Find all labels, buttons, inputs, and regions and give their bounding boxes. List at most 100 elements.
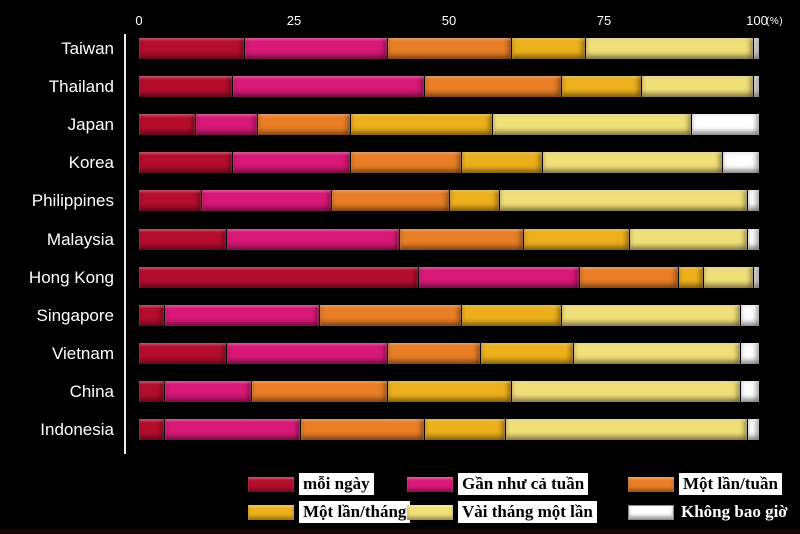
bar-segment-1 xyxy=(163,419,301,440)
stacked-bar xyxy=(139,114,759,135)
axis-unit-label: (%) xyxy=(766,16,784,27)
bar-segment-1 xyxy=(163,305,319,326)
bar-segment-0 xyxy=(139,76,232,97)
legend-swatch-few-months-icon xyxy=(407,504,453,520)
chart-row: Philippines xyxy=(0,190,800,211)
bar-segment-5 xyxy=(746,229,759,250)
stacked-bar xyxy=(139,267,759,288)
bar-segment-5 xyxy=(740,381,759,402)
bar-segment-4 xyxy=(541,152,722,173)
bar-segment-3 xyxy=(560,76,642,97)
bar-segment-2 xyxy=(386,343,480,364)
category-label: Korea xyxy=(68,153,114,172)
legend-label-never: Không bao giờ xyxy=(681,502,788,521)
bar-segment-5 xyxy=(740,343,759,364)
bar-segment-1 xyxy=(232,76,425,97)
legend-swatch-almost-week-icon xyxy=(407,476,453,492)
bar-segment-2 xyxy=(579,267,679,288)
bar-segment-1 xyxy=(225,343,387,364)
legend-label-few-months: Vài tháng một lần xyxy=(458,501,597,523)
bar-segment-5 xyxy=(721,152,759,173)
bar-segment-2 xyxy=(256,114,350,135)
chart-row: Malaysia xyxy=(0,229,800,250)
legend-swatch-once-week-icon xyxy=(628,476,674,492)
legend-item-daily: mỗi ngày xyxy=(248,472,374,496)
bar-segment-1 xyxy=(201,190,332,211)
bar-segment-1 xyxy=(232,152,350,173)
legend-item-once-week: Một lần/tuần xyxy=(628,472,782,496)
bar-segment-3 xyxy=(424,419,505,440)
bar-segment-2 xyxy=(424,76,561,97)
legend-item-never: Không bao giờ xyxy=(628,500,792,524)
bar-segment-4 xyxy=(492,114,691,135)
bar-segment-1 xyxy=(244,38,387,59)
bar-segment-0 xyxy=(139,114,195,135)
legend-item-almost-week: Gần như cả tuần xyxy=(407,472,589,496)
bar-segment-1 xyxy=(225,229,400,250)
chart-row: Singapore xyxy=(0,305,800,326)
bar-segment-0 xyxy=(139,190,201,211)
chart-row: Taiwan xyxy=(0,38,800,59)
x-tick-50: 50 xyxy=(441,13,457,28)
stacked-bar xyxy=(139,229,759,250)
legend-label-once-month: Một lần/tháng xyxy=(299,501,411,523)
chart-row: Indonesia xyxy=(0,419,800,440)
legend-label-daily: mỗi ngày xyxy=(299,473,374,495)
bar-segment-5 xyxy=(752,76,759,97)
stacked-bar xyxy=(139,419,759,440)
bar-segment-1 xyxy=(418,267,580,288)
bar-segment-0 xyxy=(139,152,232,173)
category-label: Hong Kong xyxy=(28,268,114,287)
category-label: Japan xyxy=(67,115,114,134)
bar-segment-5 xyxy=(746,419,759,440)
category-label: Singapore xyxy=(36,306,114,325)
bar-segment-5 xyxy=(746,190,759,211)
bar-segment-0 xyxy=(139,419,164,440)
bar-segment-3 xyxy=(461,152,542,173)
y-axis-line xyxy=(124,34,126,454)
category-label: China xyxy=(69,382,114,401)
stacked-bar xyxy=(139,38,759,59)
chart-row: Japan xyxy=(0,114,800,135)
plot-rows: Taiwan Thailand Japan Korea Philippines Malay… xyxy=(0,38,800,458)
bar-segment-5 xyxy=(752,267,759,288)
bar-segment-3 xyxy=(678,267,704,288)
bar-segment-4 xyxy=(498,190,747,211)
chart-row: Thailand xyxy=(0,76,800,97)
bar-segment-3 xyxy=(386,381,511,402)
bar-segment-4 xyxy=(504,419,747,440)
stacked-bar xyxy=(139,152,759,173)
bar-segment-1 xyxy=(194,114,257,135)
legend-label-almost-week: Gần như cả tuần xyxy=(458,473,589,495)
category-label: Philippines xyxy=(31,191,114,210)
bar-segment-3 xyxy=(510,38,586,59)
bar-segment-0 xyxy=(139,343,226,364)
bar-segment-4 xyxy=(560,305,741,326)
bar-segment-5 xyxy=(752,38,759,59)
bottom-edge-artifact xyxy=(0,529,800,534)
x-tick-25: 25 xyxy=(286,13,302,28)
bar-segment-2 xyxy=(318,305,462,326)
x-tick-75: 75 xyxy=(596,13,612,28)
bar-segment-2 xyxy=(331,190,449,211)
bar-segment-3 xyxy=(448,190,499,211)
bar-segment-3 xyxy=(461,305,561,326)
legend-label-once-week: Một lần/tuần xyxy=(679,473,782,495)
legend-swatch-never-icon xyxy=(628,504,674,520)
legend-item-few-months: Vài tháng một lần xyxy=(407,500,597,524)
legend: mỗi ngày Gần như cả tuần Một lần/tuần Mộ… xyxy=(248,470,793,530)
category-label: Vietnam xyxy=(51,344,114,363)
bar-segment-4 xyxy=(572,343,741,364)
bar-segment-0 xyxy=(139,267,418,288)
bar-segment-0 xyxy=(139,381,164,402)
stacked-bar xyxy=(139,343,759,364)
bar-segment-4 xyxy=(585,38,753,59)
stacked-bar xyxy=(139,305,759,326)
bar-segment-2 xyxy=(250,381,387,402)
chart-row: Hong Kong xyxy=(0,267,800,288)
chart-row: Vietnam xyxy=(0,343,800,364)
bar-segment-4 xyxy=(628,229,747,250)
bar-segment-0 xyxy=(139,38,245,59)
bar-segment-2 xyxy=(300,419,425,440)
